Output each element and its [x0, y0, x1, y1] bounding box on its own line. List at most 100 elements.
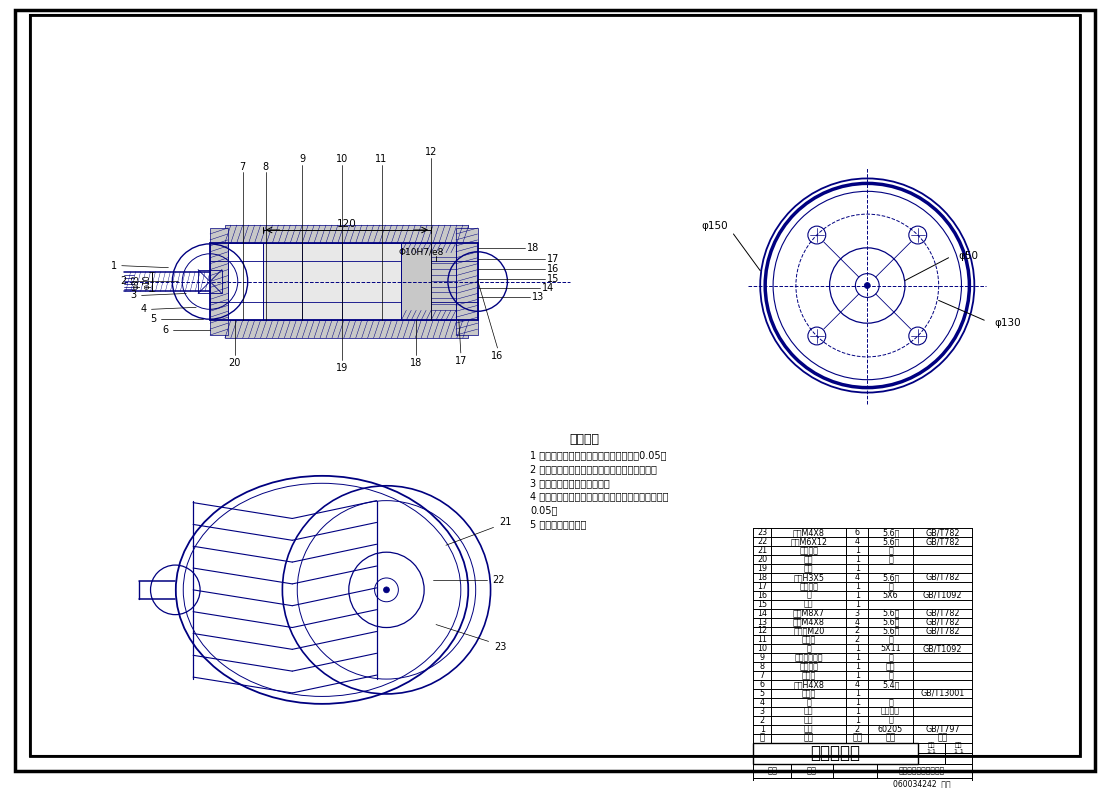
Text: 钢: 钢: [888, 653, 892, 662]
Text: 螺钉M4X8: 螺钉M4X8: [793, 618, 825, 626]
Text: 14: 14: [757, 608, 767, 618]
Text: GB/T782: GB/T782: [926, 537, 960, 546]
Text: 长螺母: 长螺母: [801, 635, 816, 645]
Text: 5X11: 5X11: [880, 645, 901, 653]
Text: 1 调整固定车轮轴承时，应留有轴向间隙0.05。: 1 调整固定车轮轴承时，应留有轴向间隙0.05。: [531, 450, 667, 460]
Text: 5: 5: [150, 314, 157, 324]
Bar: [225, 320, 467, 338]
Bar: [456, 228, 477, 335]
Text: 23: 23: [757, 529, 767, 537]
Text: 审核: 审核: [807, 767, 817, 775]
Text: 5.6级: 5.6级: [881, 529, 899, 537]
Text: 3 装配时，轴键槽一面向上。: 3 装配时，轴键槽一面向上。: [531, 478, 610, 488]
Text: 车轮装配图: 车轮装配图: [810, 745, 860, 763]
Text: 1: 1: [855, 716, 860, 725]
Text: 钢: 钢: [888, 698, 892, 707]
Text: 6: 6: [162, 325, 169, 335]
Text: 4 两固定法兰的轴线位置需在一定的公差之内直线度: 4 两固定法兰的轴线位置需在一定的公差之内直线度: [531, 492, 668, 502]
Text: 7: 7: [759, 671, 765, 680]
Text: 10: 10: [757, 645, 767, 653]
Text: φ50: φ50: [958, 251, 979, 261]
Text: 23: 23: [494, 642, 506, 652]
Text: 5.4级: 5.4级: [881, 680, 899, 689]
Text: 名称: 名称: [804, 734, 814, 742]
Bar: [402, 243, 456, 320]
Bar: [225, 225, 467, 243]
Text: 备注: 备注: [938, 734, 948, 742]
Text: 螺钉H3X5: 螺钉H3X5: [794, 573, 825, 582]
Text: 2: 2: [759, 716, 765, 725]
Text: 石棉纸板: 石棉纸板: [881, 707, 900, 716]
Text: 9: 9: [759, 653, 765, 662]
Text: 17: 17: [547, 254, 559, 264]
Text: GB/T782: GB/T782: [926, 529, 960, 537]
Text: 0.05。: 0.05。: [531, 506, 557, 515]
Bar: [754, 779, 972, 788]
Text: 19: 19: [757, 564, 767, 573]
Text: φ150: φ150: [702, 221, 728, 231]
Text: GB/T782: GB/T782: [926, 608, 960, 618]
Text: 数量: 数量: [852, 734, 862, 742]
Text: 轴承: 轴承: [804, 725, 814, 734]
Text: 8: 8: [759, 662, 765, 671]
Text: 10: 10: [335, 154, 347, 164]
Text: 重庆理工大学毕业学院: 重庆理工大学毕业学院: [899, 767, 945, 775]
Text: 2: 2: [121, 276, 127, 285]
Text: 2: 2: [855, 626, 860, 635]
Text: 图号
1 1: 图号 1 1: [953, 742, 963, 753]
Text: 16: 16: [547, 264, 559, 273]
Text: 钢: 钢: [888, 635, 892, 645]
Text: 5 紧固件必须拧紧。: 5 紧固件必须拧紧。: [531, 519, 586, 530]
Text: 18: 18: [757, 573, 767, 582]
Text: 14: 14: [542, 284, 554, 293]
Text: 车基座: 车基座: [801, 671, 816, 680]
Text: 17: 17: [455, 356, 467, 366]
Text: 钢: 钢: [888, 716, 892, 725]
Text: 9: 9: [299, 154, 305, 164]
Text: 1: 1: [855, 546, 860, 556]
Text: 4: 4: [855, 680, 860, 689]
Text: 11: 11: [375, 154, 387, 164]
Text: 4: 4: [759, 698, 765, 707]
Text: 螺钉H4X8: 螺钉H4X8: [794, 680, 825, 689]
Text: 钢: 钢: [888, 546, 892, 556]
Text: 5.6级: 5.6级: [881, 608, 899, 618]
Text: 22: 22: [757, 537, 767, 546]
Text: 13: 13: [532, 292, 544, 303]
Text: 16: 16: [757, 591, 767, 600]
Text: 1: 1: [855, 653, 860, 662]
Text: 4: 4: [855, 618, 860, 626]
Bar: [918, 753, 945, 764]
Text: 1: 1: [855, 707, 860, 716]
Text: 5X6: 5X6: [882, 591, 898, 600]
Text: GB/T1092: GB/T1092: [922, 645, 962, 653]
Bar: [263, 243, 402, 320]
Text: 120: 120: [337, 219, 356, 229]
Text: 1: 1: [759, 725, 765, 734]
Text: 1: 1: [855, 555, 860, 564]
Text: GB/T782: GB/T782: [926, 573, 960, 582]
Text: 车轮外壳: 车轮外壳: [799, 662, 818, 671]
Text: 18: 18: [410, 358, 422, 368]
Text: φ130: φ130: [995, 318, 1021, 328]
Text: 密封装置: 密封装置: [799, 582, 818, 591]
Text: 1: 1: [111, 261, 117, 271]
Text: 车轮轴承法兰: 车轮轴承法兰: [795, 653, 823, 662]
Text: 060034242  级班: 060034242 级班: [892, 779, 950, 788]
Text: 设计: 设计: [767, 767, 777, 775]
Text: 键: 键: [806, 645, 811, 653]
Text: 垫片: 垫片: [804, 707, 814, 716]
Text: 垫: 垫: [806, 698, 811, 707]
Text: 毡垫: 毡垫: [804, 564, 814, 573]
Text: 19: 19: [335, 362, 347, 373]
Text: 11: 11: [757, 635, 767, 645]
Bar: [945, 753, 972, 764]
Circle shape: [865, 283, 870, 288]
Text: 21: 21: [500, 518, 512, 527]
Text: 3: 3: [759, 707, 765, 716]
Text: 1: 1: [855, 645, 860, 653]
Text: 5: 5: [759, 689, 765, 698]
Text: GB/T782: GB/T782: [926, 618, 960, 626]
Text: 4: 4: [855, 573, 860, 582]
Text: 螺钉M4X8: 螺钉M4X8: [793, 529, 825, 537]
